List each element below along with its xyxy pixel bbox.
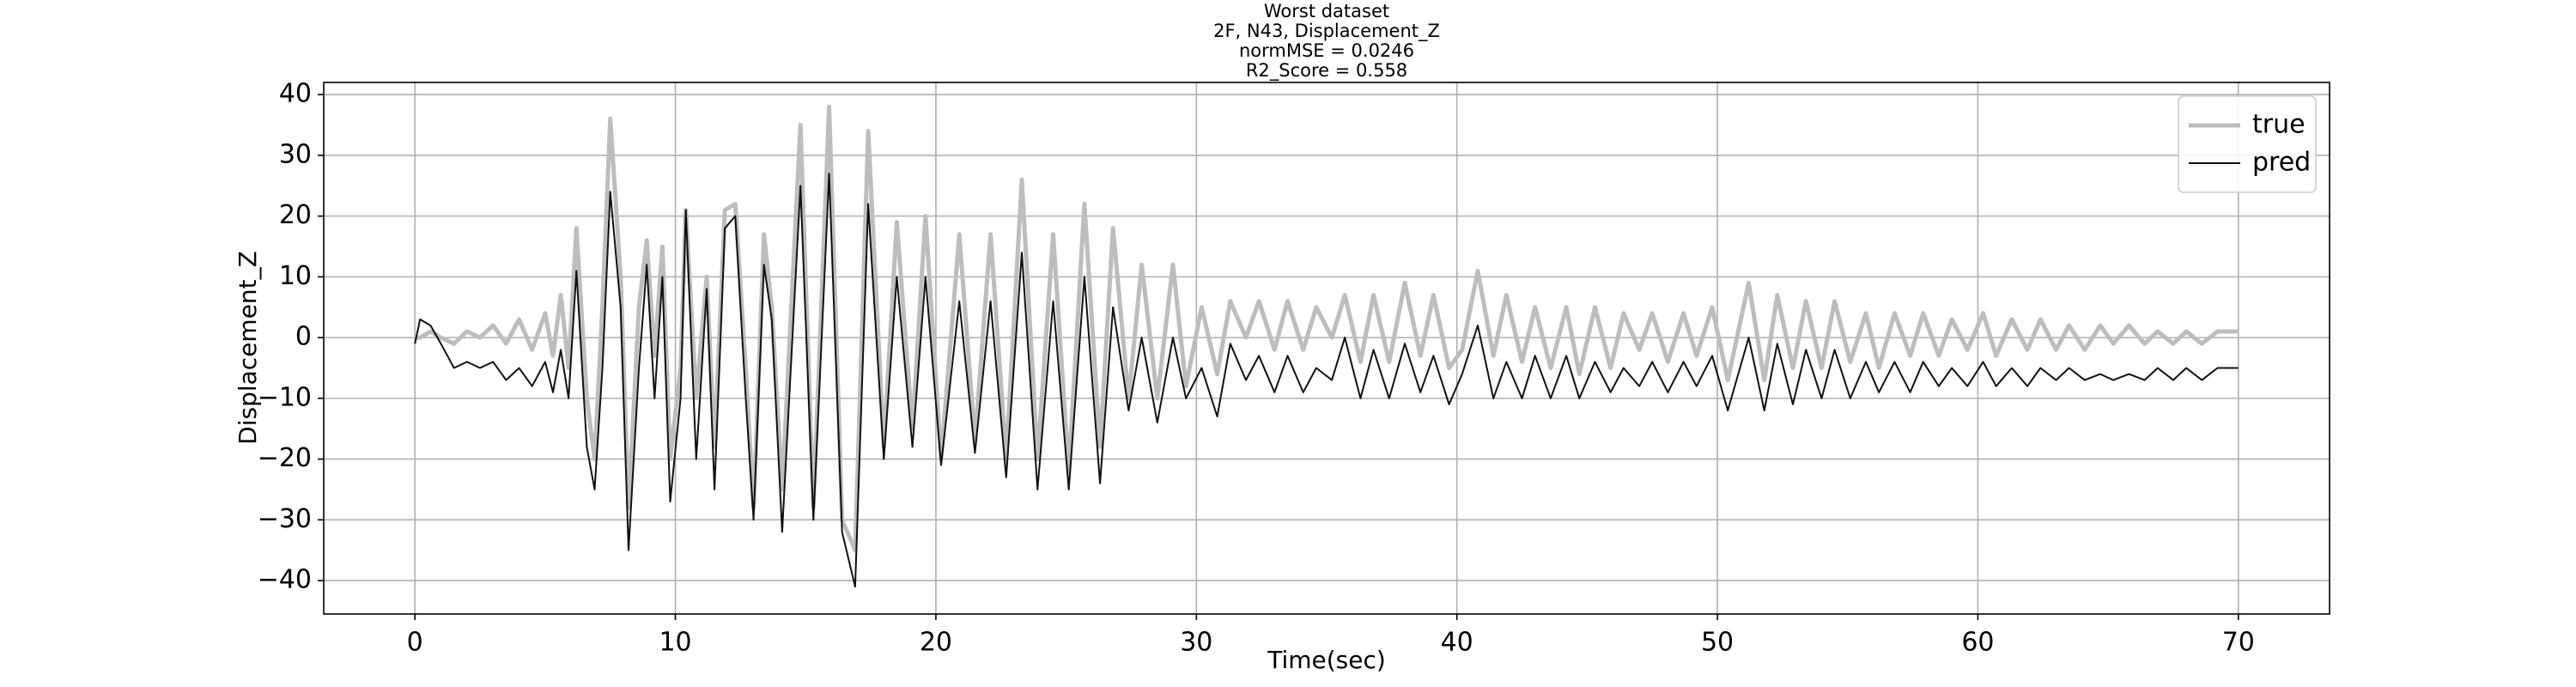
y-tick-label: −40 <box>258 565 312 595</box>
y-tick-label: −10 <box>258 382 312 412</box>
chart-title: Worst dataset <box>1264 1 1389 21</box>
chart-subtitle: 2F, N43, Displacement_Z <box>1213 21 1440 42</box>
legend-label: pred <box>2252 148 2311 178</box>
y-tick-label: 10 <box>279 261 312 291</box>
plot-frame <box>323 82 2330 615</box>
x-tick-label: 10 <box>659 628 691 658</box>
legend-box <box>2178 95 2317 193</box>
x-tick-label: 40 <box>1441 628 1473 658</box>
series-line <box>414 173 2239 588</box>
series-line <box>415 104 2239 553</box>
x-axis-label: Time(sec) <box>1267 646 1386 674</box>
x-tick-label: 20 <box>920 628 952 658</box>
chart-subtitle: normMSE = 0.0246 <box>1239 40 1414 61</box>
y-tick-label: 30 <box>279 139 312 169</box>
y-axis-label: Displacement_Z <box>234 251 262 445</box>
y-tick-label: 20 <box>279 200 312 230</box>
y-tick-label: −30 <box>258 504 312 534</box>
y-tick-label: 0 <box>295 322 312 352</box>
legend-label: true <box>2252 110 2306 140</box>
x-tick-label: 50 <box>1701 628 1734 658</box>
y-tick-label: −20 <box>258 443 312 473</box>
y-tick-label: 40 <box>279 79 312 109</box>
chart-subtitle: R2_Score = 0.558 <box>1246 60 1407 82</box>
x-tick-label: 0 <box>407 628 423 658</box>
x-tick-label: 60 <box>1961 628 1994 658</box>
x-tick-label: 30 <box>1180 628 1212 658</box>
x-tick-label: 70 <box>2222 628 2255 658</box>
